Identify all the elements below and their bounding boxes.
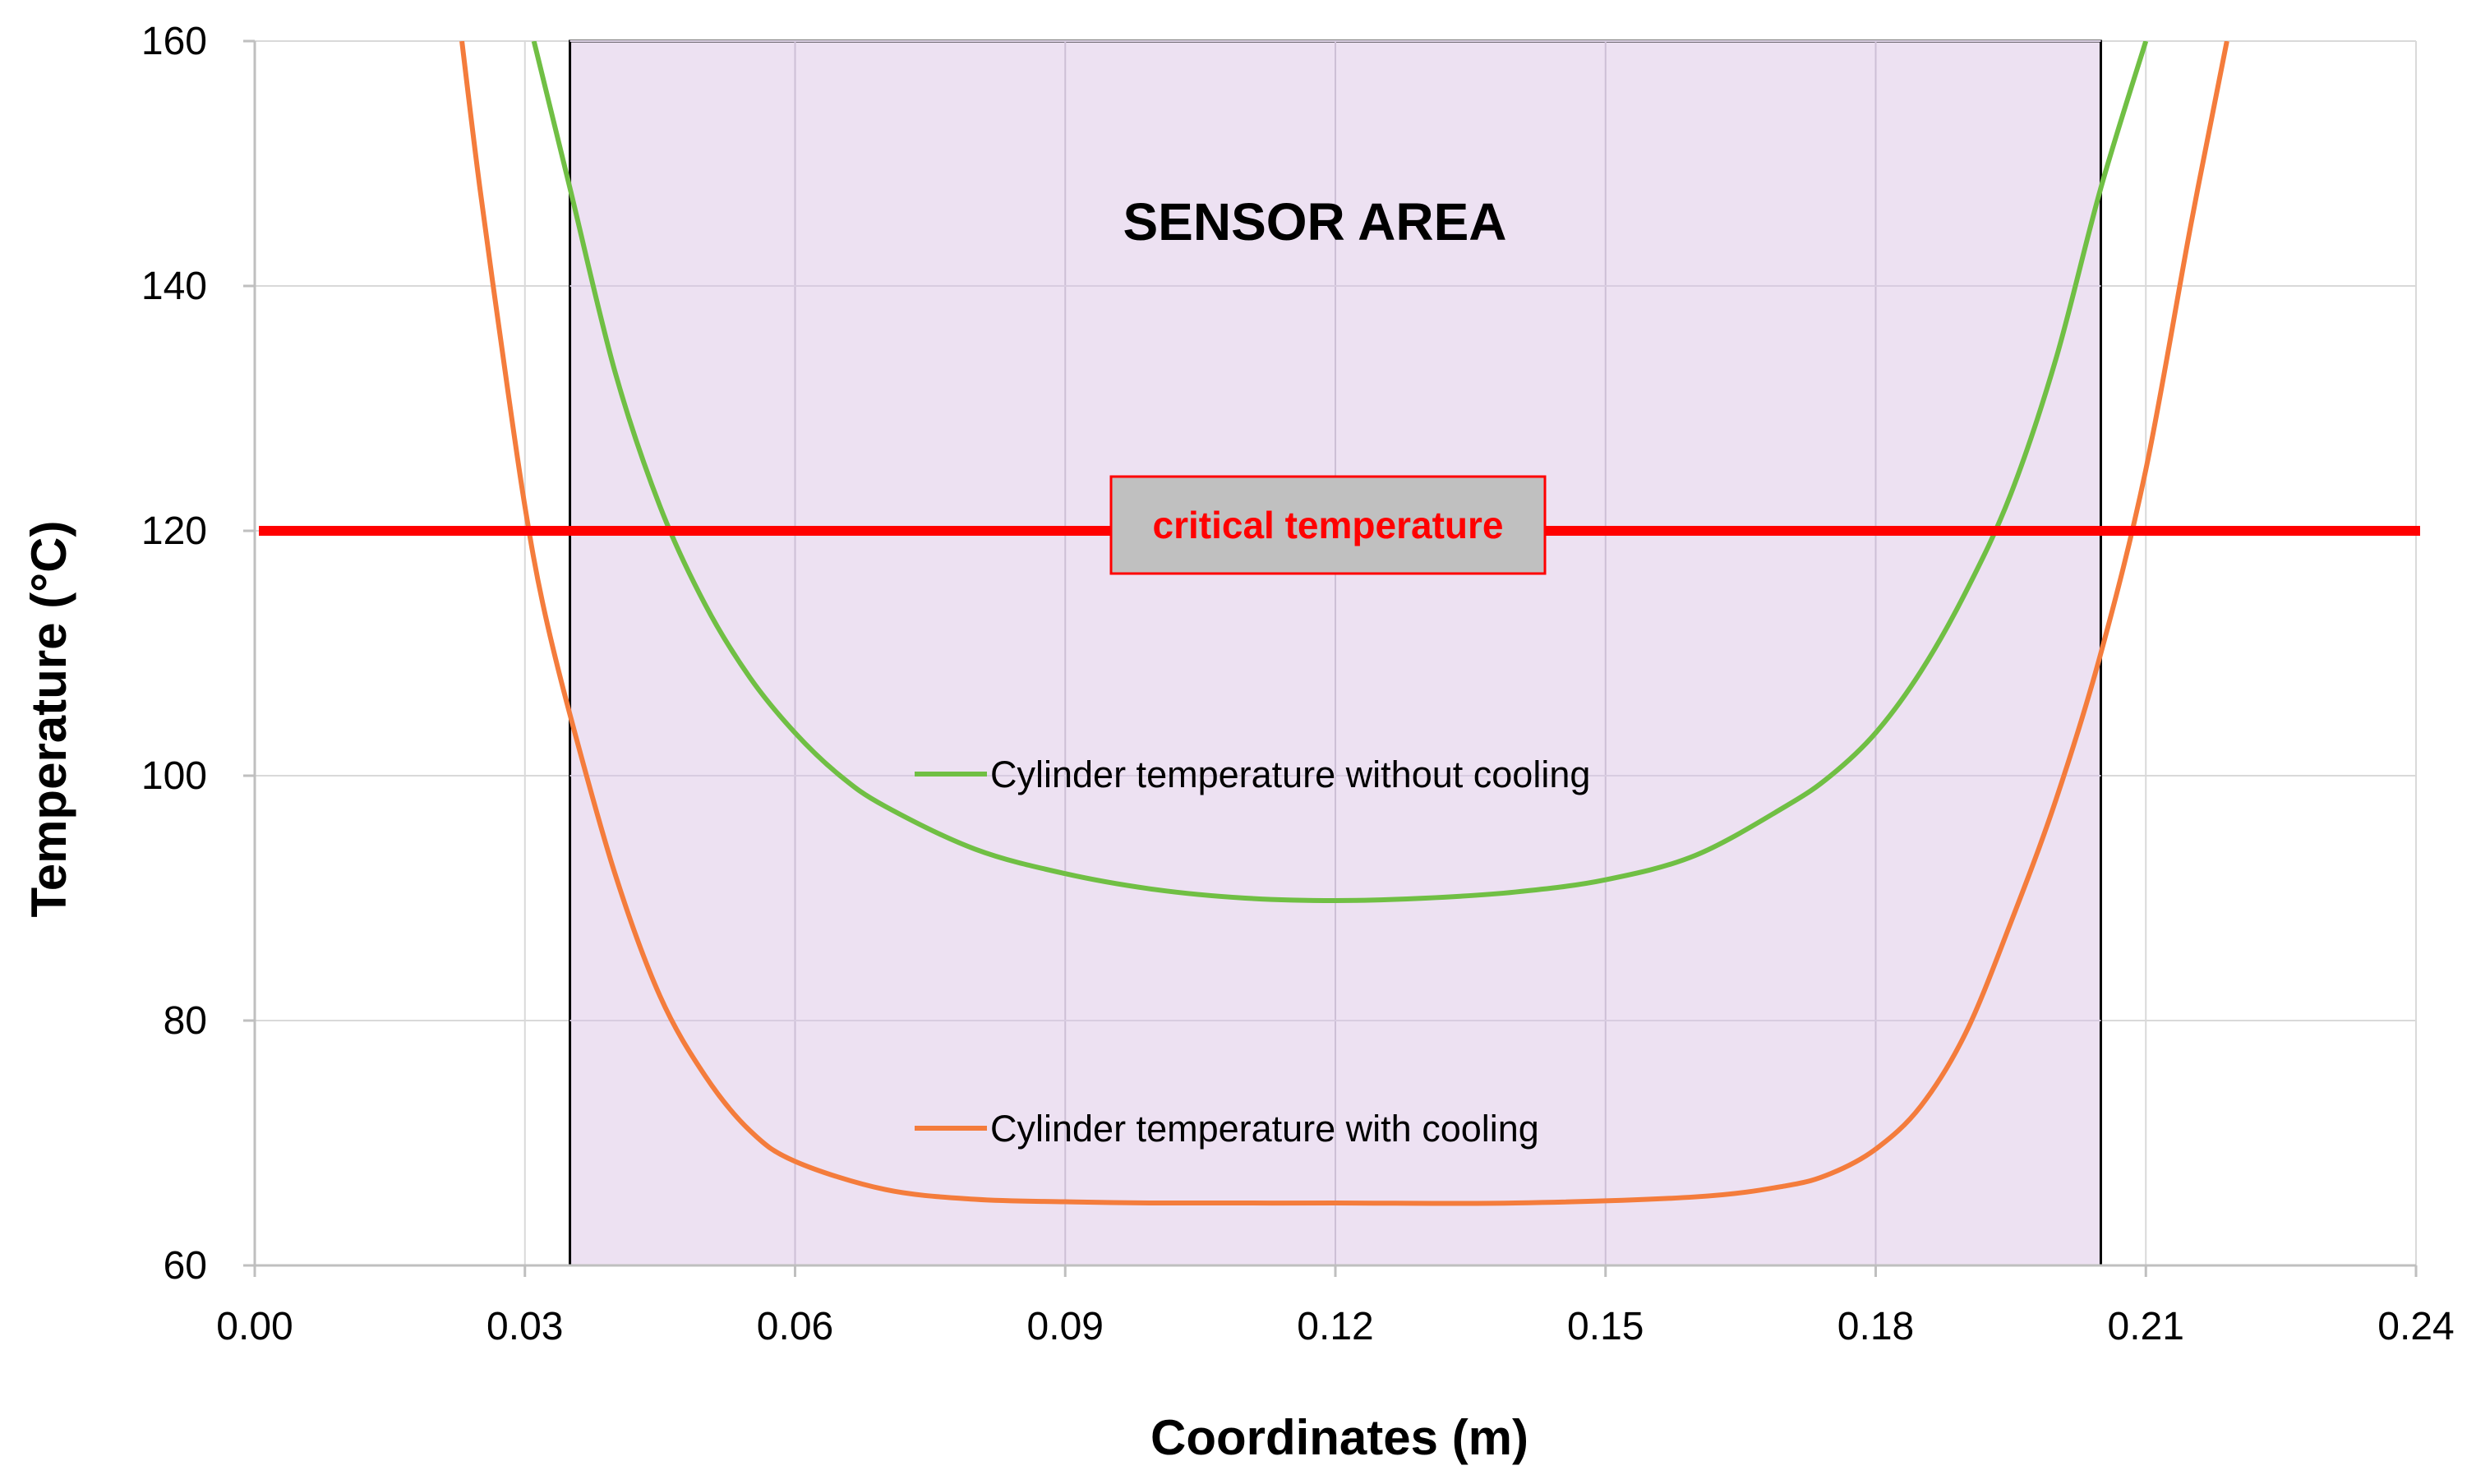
- critical-temperature-label: critical temperature: [1153, 504, 1504, 546]
- y-tick-label: 160: [141, 20, 207, 63]
- y-tick-label: 60: [164, 1244, 207, 1288]
- x-tick-label: 0.00: [216, 1305, 293, 1348]
- x-tick-label: 0.18: [1837, 1305, 1914, 1348]
- y-tick-label: 140: [141, 265, 207, 308]
- legend-label-1: Cylinder temperature without cooling: [990, 754, 1590, 795]
- x-tick-label: 0.06: [757, 1305, 833, 1348]
- tick-labels: 0.00 0.03 0.06 0.09 0.12 0.15 0.18 0.21 0.24 60 80…: [141, 20, 2455, 1348]
- x-axis-title: Coordinates (m): [1150, 1410, 1528, 1465]
- sensor-area-label: SENSOR AREA: [1123, 192, 1506, 251]
- x-tick-label: 0.09: [1027, 1305, 1104, 1348]
- y-tick-label: 120: [141, 509, 207, 553]
- x-tick-label: 0.15: [1567, 1305, 1644, 1348]
- critical-temperature-layer: critical temperature: [259, 475, 2420, 575]
- y-tick-label: 80: [164, 999, 207, 1043]
- legend-label-2: Cylinder temperature with cooling: [990, 1108, 1539, 1150]
- critical-temperature-box: [1109, 475, 1547, 575]
- series-line-1: [531, 41, 2149, 903]
- y-axis-title: Temperature (°C): [21, 521, 76, 918]
- y-tick-label: 100: [141, 754, 207, 798]
- axes: [243, 39, 2418, 1277]
- series-layer: [459, 41, 2229, 1206]
- x-tick-label: 0.21: [2108, 1305, 2184, 1348]
- x-tick-label: 0.03: [486, 1305, 563, 1348]
- x-tick-label: 0.24: [2377, 1305, 2454, 1348]
- series-line-2: [459, 41, 2229, 1206]
- x-tick-label: 0.12: [1297, 1305, 1373, 1348]
- legend: Cylinder temperature without cooling Cyli…: [915, 754, 1590, 1150]
